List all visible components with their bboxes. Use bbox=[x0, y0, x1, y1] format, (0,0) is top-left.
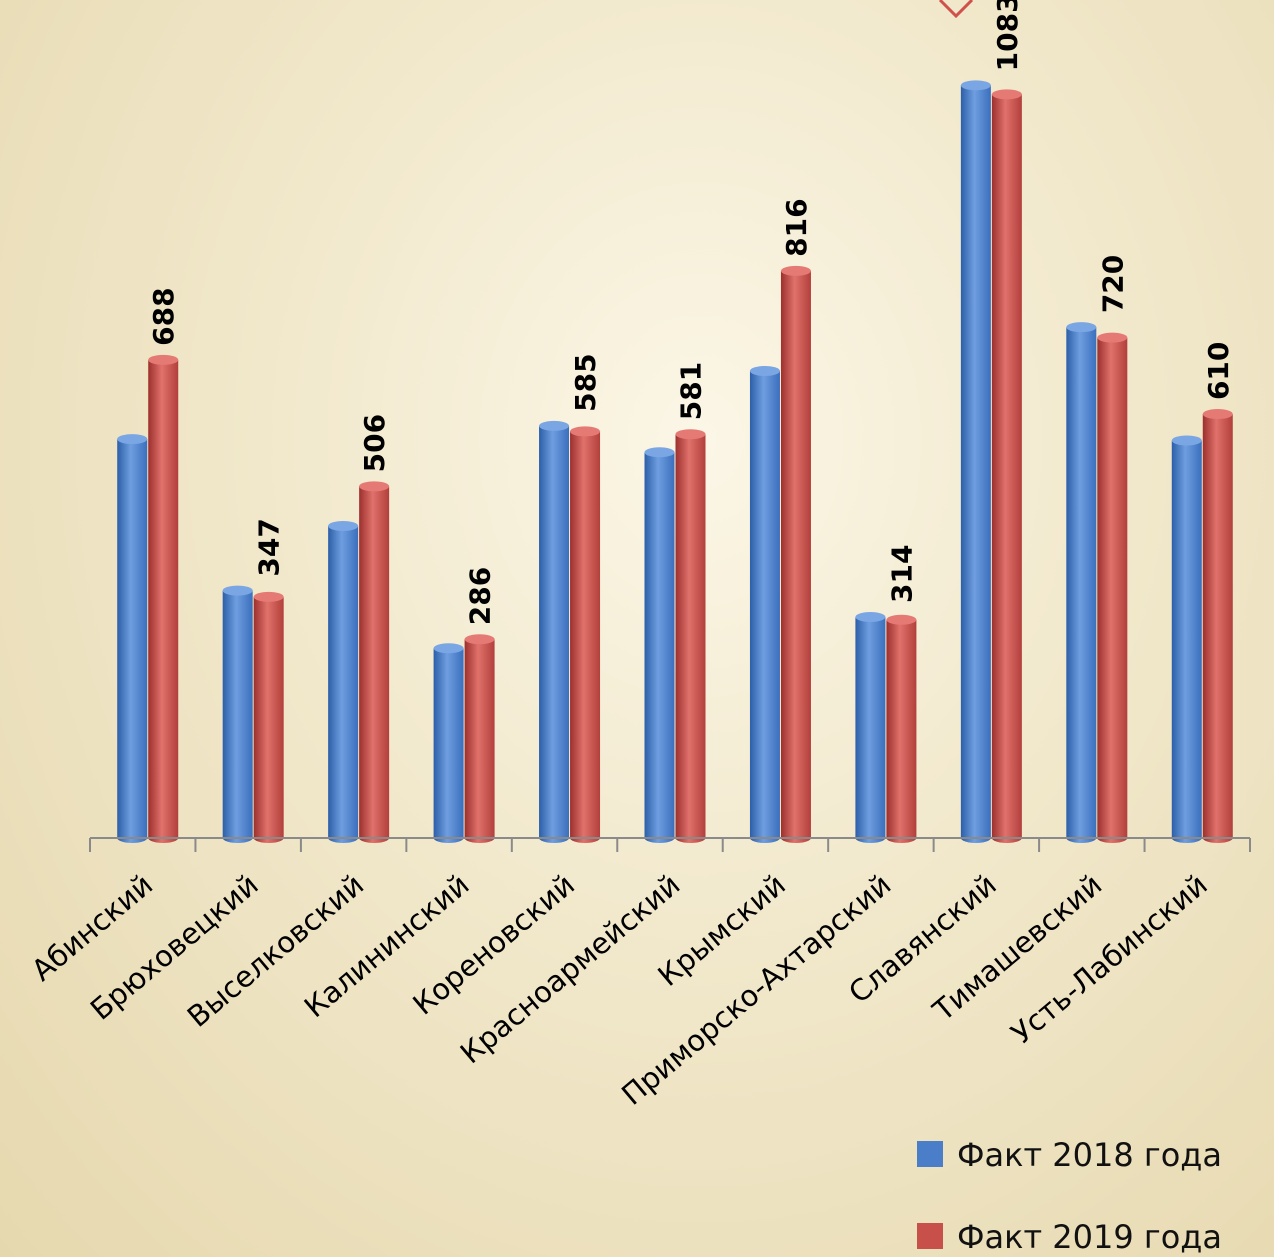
legend-swatch-2018 bbox=[917, 1141, 943, 1167]
category-labels-layer: АбинскийБрюховецкийВыселковскийКалининск… bbox=[25, 867, 1214, 1112]
data-label: 688 bbox=[147, 287, 180, 345]
data-label: 347 bbox=[253, 518, 286, 576]
data-label: 720 bbox=[1096, 255, 1129, 313]
legend-label-2019: Факт 2019 года bbox=[957, 1218, 1222, 1256]
legend-label-2018: Факт 2018 года bbox=[957, 1136, 1222, 1174]
category-label: Усть-Лабинский bbox=[1005, 867, 1214, 1050]
data-label: 314 bbox=[885, 545, 918, 603]
bar-2018 bbox=[855, 611, 886, 843]
legend-swatch-2019 bbox=[917, 1223, 943, 1249]
bar-2018 bbox=[644, 447, 675, 843]
bar-2018 bbox=[328, 520, 359, 843]
data-label: 286 bbox=[464, 567, 497, 625]
bar-2019 bbox=[991, 89, 1022, 843]
bar-2018 bbox=[222, 585, 253, 843]
bar-2018 bbox=[433, 643, 464, 843]
legend: Факт 2018 года Факт 2019 года bbox=[917, 1136, 1222, 1256]
bar-2019 bbox=[675, 429, 706, 843]
x-axis bbox=[89, 837, 1251, 852]
bar-2018 bbox=[1171, 435, 1202, 843]
bar-2019 bbox=[780, 265, 811, 843]
bar-2018 bbox=[539, 420, 570, 843]
bar-2019 bbox=[886, 614, 917, 843]
data-label: 610 bbox=[1202, 342, 1235, 400]
data-label: 1083 bbox=[991, 0, 1024, 71]
bar-2018 bbox=[960, 80, 991, 843]
bar-2019 bbox=[253, 591, 284, 843]
bar-2019 bbox=[359, 481, 390, 843]
data-label: 581 bbox=[675, 362, 708, 420]
bars-layer bbox=[117, 80, 1233, 843]
bar-2018 bbox=[749, 365, 780, 843]
data-label: 506 bbox=[358, 414, 391, 472]
data-label: 585 bbox=[569, 353, 602, 411]
bar-2019 bbox=[1097, 332, 1128, 843]
bar-2019 bbox=[464, 634, 495, 843]
bar-2019 bbox=[570, 426, 601, 843]
bar-2018 bbox=[117, 434, 148, 843]
bar-2019 bbox=[148, 354, 179, 843]
diamond-marker-icon bbox=[938, 0, 974, 19]
data-label: 816 bbox=[780, 198, 813, 256]
bar-2019 bbox=[1202, 409, 1233, 843]
data-labels-layer: 688 347 506 286 585 581 816 314 1083 720 610 bbox=[147, 0, 1235, 625]
category-label: Выселковский bbox=[181, 867, 370, 1034]
bar-2018 bbox=[1066, 322, 1097, 843]
